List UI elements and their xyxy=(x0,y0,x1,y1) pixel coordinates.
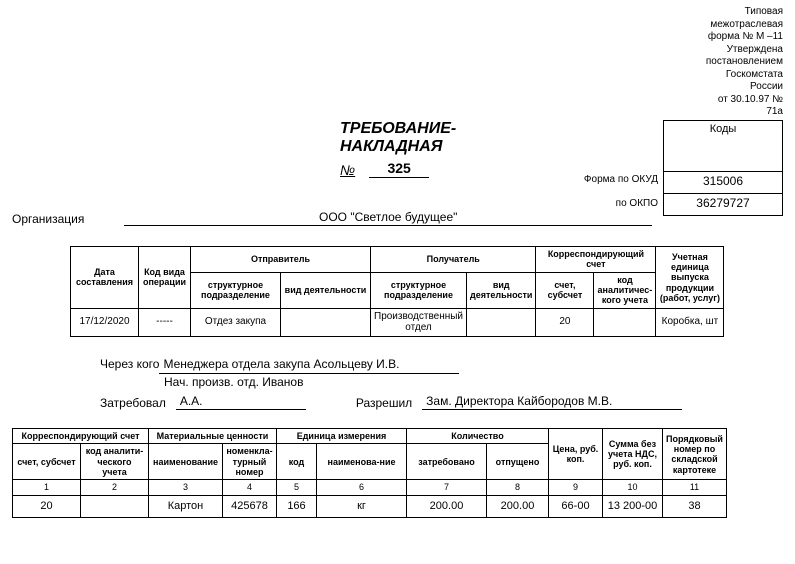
codes-header: Коды xyxy=(663,120,783,172)
approve-row: Затребовал А.А. Разрешил Зам. Директора К… xyxy=(100,394,682,410)
through-label: Через кого xyxy=(100,357,159,371)
number-value: 325 xyxy=(369,160,429,178)
items-table: Корреспондирующий счет Материальные ценн… xyxy=(12,428,727,518)
organization-row: Организация ООО "Светлое будущее" xyxy=(12,210,652,226)
cell-receiver-unit: Производственный отдел xyxy=(371,308,467,336)
cell-date: 17/12/2020 xyxy=(71,308,139,336)
colnum: 6 xyxy=(317,480,407,495)
cell-sum: 13 200-00 xyxy=(603,495,663,517)
th2-mat-name: наименование xyxy=(149,444,223,480)
colnum: 4 xyxy=(223,480,277,495)
table-row: 20 Картон 425678 166 кг 200.00 200.00 66… xyxy=(13,495,727,517)
cell-card: 38 xyxy=(663,495,727,517)
document-number-row: № 325 xyxy=(340,160,429,178)
cell-opcode: ----- xyxy=(139,308,191,336)
cell-meas-code: 166 xyxy=(277,495,317,517)
okud-value: 315006 xyxy=(663,172,783,194)
column-number-row: 1 2 3 4 5 6 7 8 9 10 11 xyxy=(13,480,727,495)
th-receiver-activity: вид деятельности xyxy=(467,272,536,308)
through-value: Менеджера отдела закупа Асольцеву И.В. xyxy=(159,356,459,374)
title-line1: ТРЕБОВАНИЕ- xyxy=(340,120,456,138)
colnum: 5 xyxy=(277,480,317,495)
cell-qty-req: 200.00 xyxy=(407,495,487,517)
th2-material: Материальные ценности xyxy=(149,429,277,444)
header-line: постановлением xyxy=(706,56,783,69)
th-receiver-unit: структурное подразделение xyxy=(371,272,467,308)
cell-meas-name: кг xyxy=(317,495,407,517)
cell-price: 66-00 xyxy=(549,495,603,517)
colnum: 9 xyxy=(549,480,603,495)
form-header: Типовая межотраслевая форма № М –11 Утве… xyxy=(706,6,783,119)
header-line: межотраслевая xyxy=(706,19,783,32)
colnum: 1 xyxy=(13,480,81,495)
organization-label: Организация xyxy=(12,212,84,226)
cell-unit: Коробка, шт xyxy=(656,308,724,336)
table-row: 17/12/2020 ----- Отдез закупа Производст… xyxy=(71,308,724,336)
codes-box: Коды Форма по ОКУД 315006 по ОКПО 362797… xyxy=(663,120,783,216)
th-sender: Отправитель xyxy=(191,247,371,273)
th2-sum: Сумма без учета НДС, руб. коп. xyxy=(603,429,663,480)
cell-sender-activity xyxy=(281,308,371,336)
header-line: от 30.10.97 № xyxy=(706,94,783,107)
cell-corr-code xyxy=(594,308,656,336)
th-corr: Корреспондирующий счет xyxy=(536,247,656,273)
th2-qty: Количество xyxy=(407,429,549,444)
document-title: ТРЕБОВАНИЕ- НАКЛАДНАЯ xyxy=(340,120,456,157)
colnum: 2 xyxy=(81,480,149,495)
cell-corr-code xyxy=(81,495,149,517)
th2-qty-req: затребовано xyxy=(407,444,487,480)
header-line: Утверждена xyxy=(706,44,783,57)
th2-qty-rel: отпущено xyxy=(487,444,549,480)
cell-corr-acct: 20 xyxy=(536,308,594,336)
allowed-value: Зам. Директора Кайбородов М.В. xyxy=(422,394,682,410)
th-corr-code: код аналитичес-кого учета xyxy=(594,272,656,308)
header-line: России xyxy=(706,81,783,94)
header-line: Госкомстата xyxy=(706,69,783,82)
th2-meas-code: код xyxy=(277,444,317,480)
organization-value: ООО "Светлое будущее" xyxy=(124,210,652,226)
requested-label: Затребовал xyxy=(100,396,166,410)
cell-mat-name: Картон xyxy=(149,495,223,517)
header-line: Типовая xyxy=(706,6,783,19)
th-sender-unit: структурное подразделение xyxy=(191,272,281,308)
colnum: 11 xyxy=(663,480,727,495)
th2-mat-num: номенкла-турный номер xyxy=(223,444,277,480)
okpo-value: 36279727 xyxy=(663,194,783,216)
th2-corr-code: код аналити-ческого учета xyxy=(81,444,149,480)
through-block: Через когоМенеджера отдела закупа Асольц… xyxy=(100,356,459,391)
number-label: № xyxy=(340,162,355,178)
th2-corr: Корреспондирующий счет xyxy=(13,429,149,444)
cell-receiver-activity xyxy=(467,308,536,336)
cell-sender-unit: Отдез закупа xyxy=(191,308,281,336)
colnum: 3 xyxy=(149,480,223,495)
colnum: 7 xyxy=(407,480,487,495)
th-sender-activity: вид деятельности xyxy=(281,272,371,308)
th2-measure: Единица измерения xyxy=(277,429,407,444)
colnum: 10 xyxy=(603,480,663,495)
requested-value-line2: А.А. xyxy=(176,394,306,410)
th-receiver: Получатель xyxy=(371,247,536,273)
header-table: Дата составления Код вида операции Отпра… xyxy=(70,246,724,337)
th-corr-acct: счет, субсчет xyxy=(536,272,594,308)
th-unit: Учетная единица выпуска продукции (работ… xyxy=(656,247,724,309)
cell-qty-rel: 200.00 xyxy=(487,495,549,517)
header-line: форма № М –11 xyxy=(706,31,783,44)
cell-corr-acct: 20 xyxy=(13,495,81,517)
th2-meas-name: наименова-ние xyxy=(317,444,407,480)
th-date: Дата составления xyxy=(71,247,139,309)
okud-label: Форма по ОКУД xyxy=(584,174,661,185)
title-line2: НАКЛАДНАЯ xyxy=(340,138,456,156)
th2-corr-acct: счет, субсчет xyxy=(13,444,81,480)
allowed-label: Разрешил xyxy=(356,396,412,410)
th2-card: Порядковый номер по складской картотеке xyxy=(663,429,727,480)
th2-price: Цена, руб. коп. xyxy=(549,429,603,480)
colnum: 8 xyxy=(487,480,549,495)
okpo-label: по ОКПО xyxy=(616,198,661,209)
header-line: 71а xyxy=(706,106,783,119)
requested-value-line1: Нач. произв. отд. Иванов xyxy=(160,374,360,391)
th-opcode: Код вида операции xyxy=(139,247,191,309)
cell-mat-num: 425678 xyxy=(223,495,277,517)
